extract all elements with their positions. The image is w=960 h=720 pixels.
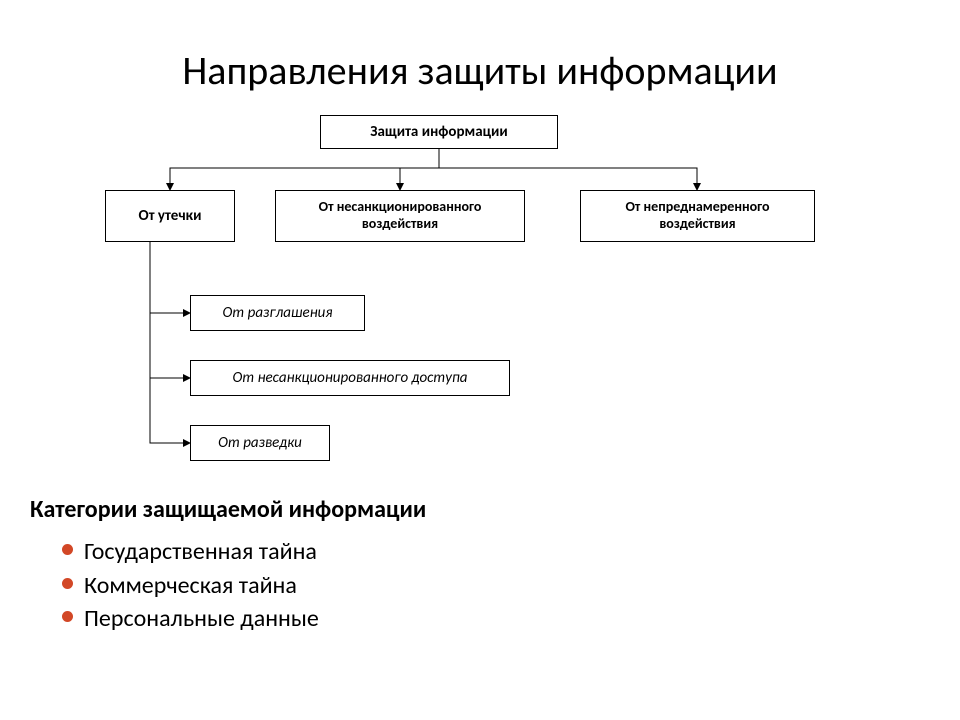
diagram-node-label: Защита информации	[370, 123, 507, 141]
diagram-edge	[170, 149, 439, 190]
categories-list: Государственная тайна Коммерческая тайна П…	[62, 535, 319, 636]
list-item-label: Государственная тайна	[84, 537, 317, 566]
list-item: Государственная тайна	[62, 535, 319, 569]
diagram-node-label: От разведки	[218, 434, 302, 452]
diagram-edge	[439, 149, 697, 190]
list-item: Персональные данные	[62, 602, 319, 636]
slide: Направления защиты информации Защита инф…	[0, 0, 960, 720]
categories-subheading: Категории защищаемой информации	[30, 495, 426, 524]
list-item-label: Персональные данные	[84, 604, 319, 633]
page-title: Направления защиты информации	[80, 46, 880, 95]
diagram-node-label: От утечки	[139, 207, 202, 225]
diagram-node-access: От несанкционированного доступа	[190, 360, 510, 396]
diagram-node-unint: От непреднамеренного воздействия	[580, 190, 815, 242]
diagram-node-leak: От утечки	[105, 190, 235, 242]
diagram-node-label: От несанкционированного доступа	[233, 369, 468, 387]
diagram-node-label: От непреднамеренного воздействия	[589, 199, 806, 233]
diagram-edge	[150, 242, 190, 443]
diagram-node-label: От разглашения	[223, 304, 333, 322]
list-item-label: Коммерческая тайна	[84, 571, 297, 600]
diagram-node-unauth: От несанкционированного воздействия	[275, 190, 525, 242]
list-item: Коммерческая тайна	[62, 569, 319, 603]
diagram-edge	[150, 242, 190, 378]
diagram-node-intel: От разведки	[190, 425, 330, 461]
diagram-node-discl: От разглашения	[190, 295, 365, 331]
diagram-node-label: От несанкционированного воздействия	[284, 199, 516, 233]
diagram-node-root: Защита информации	[320, 115, 558, 149]
diagram-edge	[150, 242, 190, 313]
diagram-edge	[400, 149, 439, 190]
